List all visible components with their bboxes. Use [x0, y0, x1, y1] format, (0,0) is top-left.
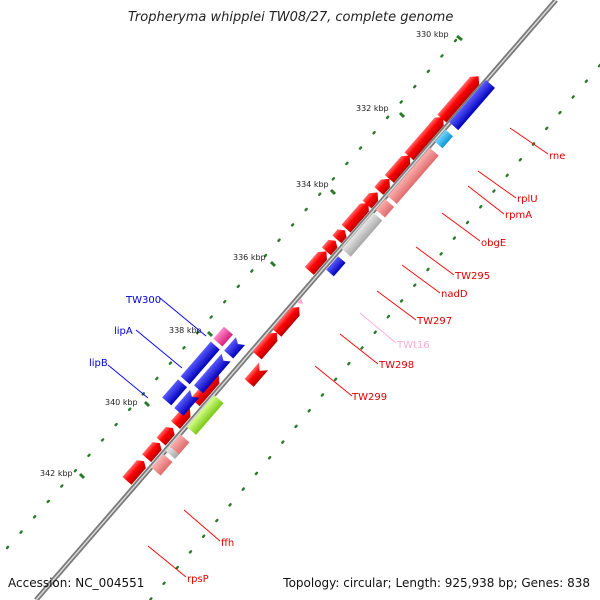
- label-TWt16: TWt16: [396, 340, 430, 351]
- gene-fwd-c[interactable]: [374, 175, 394, 195]
- tick-label-334: 334 kbp: [296, 180, 329, 189]
- gene-pink-small[interactable]: [151, 454, 173, 476]
- label-rpsP: rpsP: [187, 574, 209, 585]
- gene-rpmA[interactable]: [375, 199, 395, 218]
- map-title: Tropheryma whipplei TW08/27, complete ge…: [128, 10, 454, 25]
- tick-338: 338 kbp: [169, 326, 214, 338]
- label-rpmA: rpmA: [505, 210, 532, 221]
- label-TW300: TW300: [125, 295, 161, 306]
- label-TW297: TW297: [416, 316, 452, 327]
- tick-332: 332 kbp: [356, 104, 406, 119]
- leader-lines: [107, 127, 549, 578]
- gene-fwd-i[interactable]: [142, 439, 164, 463]
- tick-label-340: 340 kbp: [105, 398, 138, 407]
- gene-fwd-e[interactable]: [332, 226, 349, 244]
- gene-TW298[interactable]: [252, 329, 282, 360]
- tick-340: 340 kbp: [105, 398, 151, 408]
- gene-labels: rne rplU rpmA obgE TW295 nadD TW297 TWt1…: [89, 151, 565, 585]
- tick-334: 334 kbp: [296, 180, 337, 196]
- gene-rev-a[interactable]: [224, 337, 246, 359]
- gene-fwd-obgE[interactable]: [341, 199, 373, 233]
- gene-TWt16[interactable]: [297, 298, 305, 306]
- gene-TW300[interactable]: [213, 326, 233, 347]
- gene-fwd-f[interactable]: [321, 237, 340, 256]
- gene-track: [122, 72, 495, 485]
- tick-label-330: 330 kbp: [416, 30, 449, 39]
- tick-label-332: 332 kbp: [356, 104, 389, 113]
- label-rne: rne: [549, 151, 565, 162]
- tick-label-342: 342 kbp: [40, 469, 73, 478]
- tick-track-inner: [148, 63, 600, 600]
- gene-fwd-a[interactable]: [404, 113, 448, 161]
- gene-TW297[interactable]: [272, 303, 303, 337]
- gene-fwd-j[interactable]: [122, 457, 148, 485]
- gene-cyan[interactable]: [434, 129, 453, 149]
- gene-lipB[interactable]: [162, 379, 188, 406]
- accession-text: Accession: NC_004551: [8, 576, 145, 590]
- gene-fwd-rne[interactable]: [437, 72, 483, 123]
- genome-summary: Topology: circular; Length: 925,938 bp; …: [283, 576, 590, 590]
- label-TW295: TW295: [454, 271, 490, 282]
- tick-342: 342 kbp: [40, 469, 86, 480]
- label-ffh: ffh: [221, 538, 234, 549]
- label-TW299: TW299: [351, 392, 387, 403]
- gene-TW299[interactable]: [244, 362, 269, 387]
- tick-track-outer: [0, 38, 458, 558]
- label-nadD: nadD: [441, 289, 468, 300]
- gene-rpsP[interactable]: [169, 434, 190, 455]
- label-lipA: lipA: [114, 326, 133, 337]
- gene-fwd-d[interactable]: [362, 189, 383, 209]
- gene-lipA[interactable]: [180, 341, 220, 385]
- gene-rev-b[interactable]: [193, 353, 231, 394]
- gene-fwd-g[interactable]: [170, 404, 194, 429]
- tick-330: 330 kbp: [416, 30, 463, 42]
- tick-label-336: 336 kbp: [233, 253, 266, 262]
- label-lipB: lipB: [89, 358, 108, 369]
- gene-fwd-b[interactable]: [384, 152, 414, 183]
- gene-grey[interactable]: [341, 212, 383, 257]
- gene-rev-c[interactable]: [174, 389, 200, 416]
- label-TW298: TW298: [378, 360, 414, 371]
- gene-ffh-lime[interactable]: [186, 395, 224, 435]
- gene-fwd-h[interactable]: [156, 424, 178, 446]
- tick-336: 336 kbp: [233, 253, 277, 268]
- gene-grey-small[interactable]: [165, 446, 179, 460]
- label-obgE: obgE: [481, 238, 506, 249]
- gene-rplU[interactable]: [387, 147, 439, 204]
- gene-fwd-nadD[interactable]: [304, 247, 331, 275]
- gene-blue-top[interactable]: [449, 80, 495, 131]
- gene-TW295[interactable]: [326, 256, 346, 277]
- tick-label-338: 338 kbp: [169, 326, 202, 335]
- label-rplU: rplU: [517, 194, 538, 205]
